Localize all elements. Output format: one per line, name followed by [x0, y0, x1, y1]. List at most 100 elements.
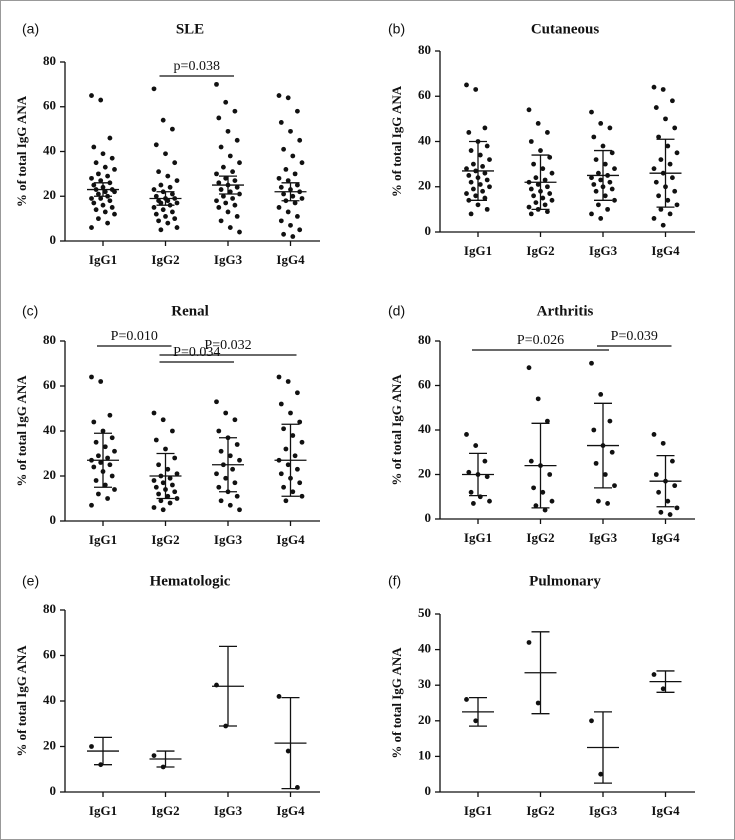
- data-point: [600, 143, 606, 149]
- data-point: [540, 195, 546, 201]
- data-point: [589, 109, 594, 115]
- x-tick-label: IgG1: [464, 530, 492, 545]
- data-point: [221, 164, 226, 170]
- data-point: [227, 153, 233, 159]
- data-point: [609, 150, 615, 156]
- data-point: [151, 86, 157, 92]
- data-point: [276, 175, 282, 181]
- data-point: [660, 440, 666, 446]
- data-point: [91, 182, 97, 188]
- data-point: [674, 202, 680, 208]
- data-point: [107, 412, 113, 418]
- y-tick-label: 60: [418, 87, 431, 102]
- p-value: p=0.038: [174, 59, 220, 74]
- data-point: [153, 484, 159, 490]
- x-tick-label: IgG2: [151, 532, 179, 547]
- data-point: [285, 379, 291, 384]
- data-point: [218, 218, 224, 224]
- data-point: [487, 184, 492, 190]
- data-point: [670, 175, 675, 181]
- data-point: [484, 474, 490, 480]
- data-point: [482, 195, 488, 201]
- data-point: [223, 475, 229, 481]
- data-point: [91, 144, 97, 150]
- data-point: [660, 87, 666, 92]
- y-tick-label: 30: [418, 676, 431, 691]
- y-tick-label: 10: [418, 747, 431, 762]
- data-point: [281, 484, 286, 490]
- data-point: [533, 175, 539, 181]
- data-point: [658, 157, 664, 163]
- data-point: [533, 503, 539, 509]
- data-point: [482, 458, 488, 464]
- data-point: [232, 202, 238, 208]
- data-point: [464, 697, 469, 702]
- data-point: [281, 231, 286, 237]
- data-point: [665, 143, 671, 149]
- data-point: [98, 97, 104, 103]
- data-point: [295, 182, 300, 188]
- data-point: [531, 193, 536, 199]
- y-tick-label: 0: [425, 783, 432, 798]
- data-point: [167, 500, 173, 506]
- data-point: [165, 173, 171, 179]
- data-point: [602, 472, 608, 477]
- data-point: [93, 160, 99, 166]
- data-point: [484, 143, 490, 149]
- data-point: [107, 462, 113, 468]
- data-point: [484, 206, 490, 212]
- data-point: [297, 480, 303, 486]
- data-point: [535, 182, 541, 187]
- p-value: P=0.032: [204, 338, 251, 353]
- data-point: [651, 166, 657, 172]
- data-point: [482, 125, 488, 131]
- data-point: [276, 205, 282, 210]
- data-point: [112, 167, 117, 172]
- p-value: P=0.010: [111, 329, 158, 344]
- x-tick-label: IgG1: [89, 532, 117, 547]
- x-tick-label: IgG4: [276, 532, 305, 547]
- data-point: [158, 182, 164, 188]
- data-point: [466, 173, 472, 178]
- data-point: [598, 392, 604, 397]
- data-point: [98, 178, 104, 183]
- data-point: [167, 184, 173, 190]
- data-point: [288, 222, 293, 228]
- data-point: [549, 498, 555, 504]
- data-point: [526, 640, 532, 645]
- data-point: [232, 178, 238, 183]
- panel-label: (e): [22, 573, 39, 589]
- data-point: [651, 432, 657, 437]
- data-point: [232, 480, 238, 486]
- data-point: [607, 125, 613, 131]
- data-point: [290, 489, 296, 495]
- data-point: [593, 188, 599, 194]
- y-tick-label: 80: [418, 42, 431, 57]
- data-point: [598, 177, 604, 183]
- data-point: [163, 213, 168, 219]
- y-axis-label: % of total IgG ANA: [14, 375, 29, 487]
- x-tick-label: IgG3: [589, 530, 618, 545]
- y-tick-label: 20: [43, 467, 56, 482]
- data-point: [165, 198, 171, 204]
- x-tick-label: IgG4: [651, 530, 680, 545]
- data-point: [464, 432, 469, 437]
- data-point: [297, 137, 303, 143]
- data-point: [656, 489, 661, 495]
- x-tick-label: IgG1: [464, 803, 492, 818]
- data-point: [605, 206, 610, 212]
- data-point: [89, 502, 94, 508]
- data-point: [656, 193, 661, 199]
- data-point: [98, 379, 104, 384]
- x-tick-label: IgG2: [151, 803, 179, 818]
- data-point: [535, 121, 541, 126]
- data-point: [156, 169, 162, 175]
- data-point: [658, 509, 664, 515]
- data-point: [545, 209, 550, 215]
- data-point: [526, 107, 532, 113]
- x-tick-label: IgG3: [214, 532, 243, 547]
- data-point: [112, 211, 117, 217]
- data-point: [299, 196, 305, 201]
- data-point: [158, 200, 164, 206]
